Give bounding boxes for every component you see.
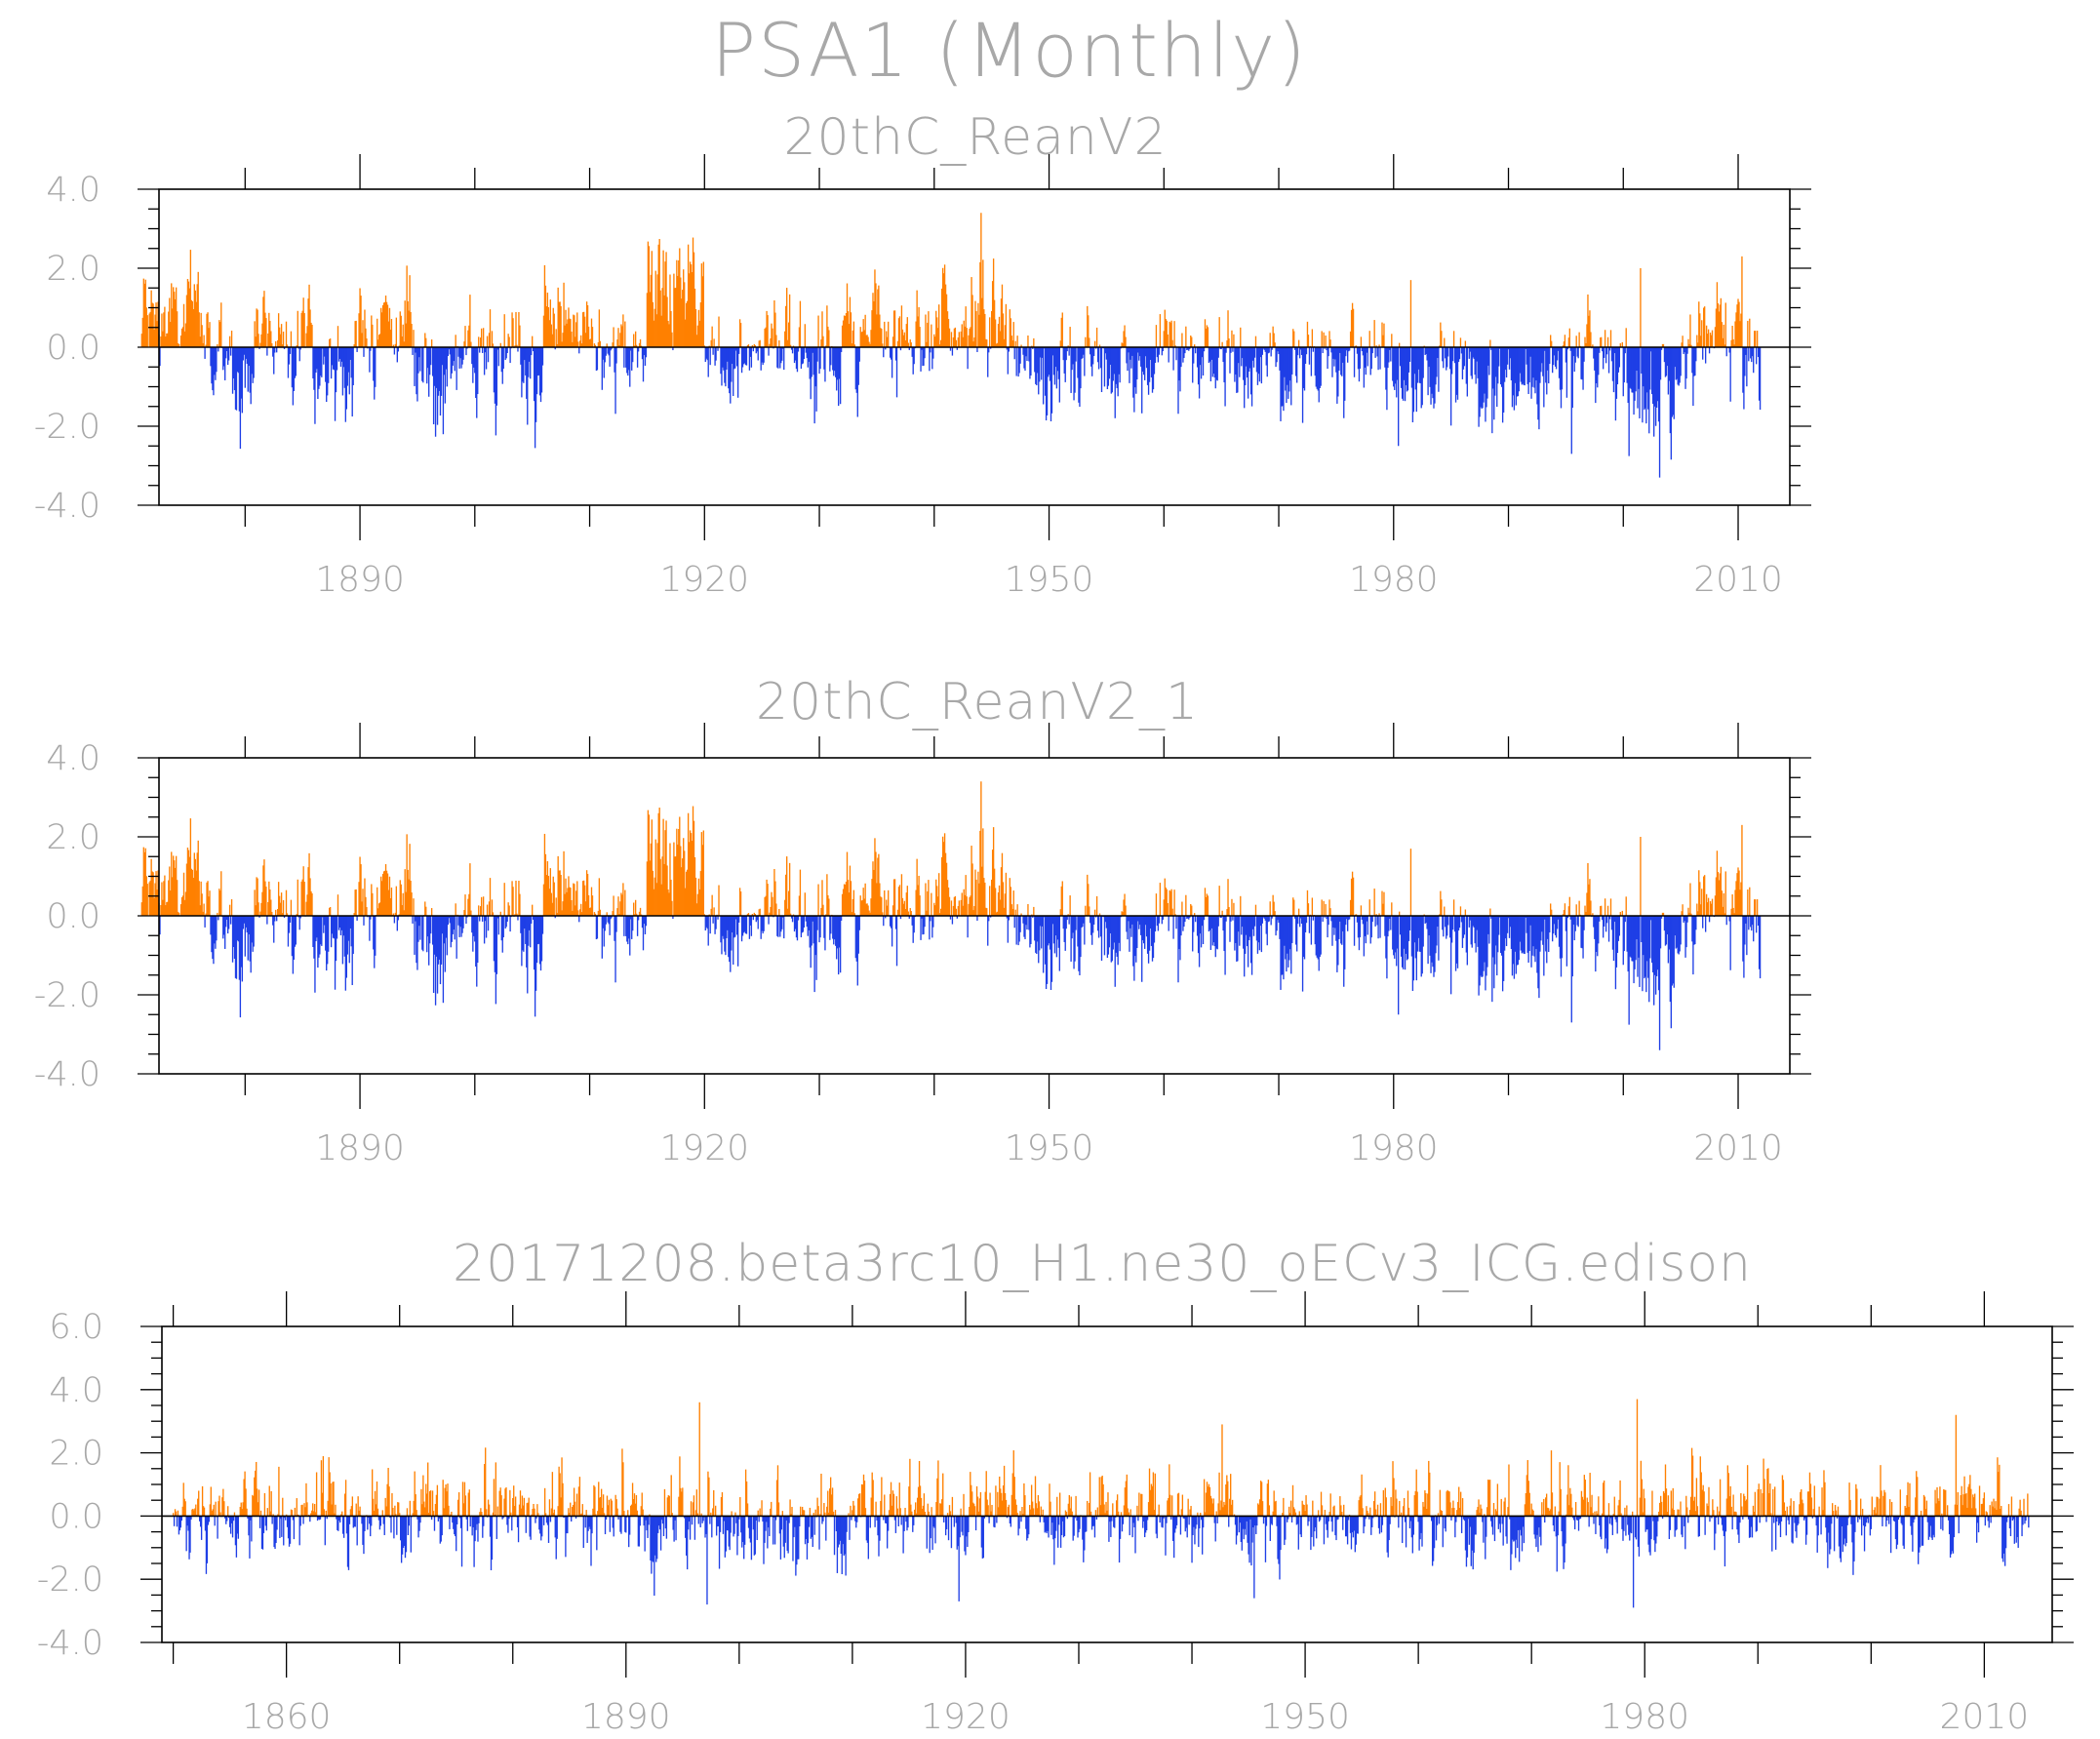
bar-series	[140, 781, 1762, 1050]
y-tick-label: 4.0	[46, 171, 100, 210]
figure-title: PSA1 (Monthly)	[711, 7, 1308, 94]
axes: -4.0 -2.0 0.0 2.0 4.0 1890 1920 1950 1980 2010	[34, 723, 1811, 1168]
y-tick-label: -2.0	[34, 976, 100, 1015]
x-tick-label: 1980	[1349, 1128, 1439, 1168]
x-tick-label: 1950	[1005, 560, 1094, 600]
y-tick-label: 4.0	[46, 739, 100, 778]
y-tick-label: 2.0	[46, 250, 100, 289]
bar-series	[140, 213, 1762, 478]
y-tick-label: -4.0	[34, 1055, 100, 1094]
y-tick-label: -4.0	[34, 487, 100, 526]
y-tick-label: 0.0	[46, 329, 100, 368]
x-tick-label: 1920	[659, 560, 749, 600]
x-tick-label: 1950	[1005, 1128, 1094, 1168]
x-tick-label: 1980	[1349, 560, 1439, 600]
panel-e3sm-beta3rc10: 20171208.beta3rc10_H1.ne30_oECv3_ICG.edi…	[37, 1235, 2074, 1737]
x-tick-label: 2010	[1693, 560, 1783, 600]
panel-20thc-reanv2-1: 20thC_ReanV2_1 -4.0 -2.0 0.0 2.0 4.0 1890 1920…	[34, 673, 1811, 1168]
panel-title: 20171208.beta3rc10_H1.ne30_oECv3_ICG.edi…	[453, 1235, 1752, 1293]
panel-20thc-reanv2: 20thC_ReanV2 -4.0 -2.0 0.0 2.0 4.0 1890 1920 19…	[34, 108, 1811, 600]
panel-title: 20thC_ReanV2_1	[756, 673, 1199, 731]
x-tick-label: 1920	[659, 1128, 749, 1168]
x-tick-label: 2010	[1693, 1128, 1783, 1168]
bar-series	[172, 1399, 2030, 1608]
y-tick-label: 0.0	[46, 897, 100, 936]
axes: -4.0 -2.0 0.0 2.0 4.0 1890 1920 1950 1980 2010	[34, 154, 1811, 600]
x-tick-label: 1890	[315, 1128, 405, 1168]
y-tick-label: 2.0	[46, 818, 100, 857]
x-tick-label: 1890	[315, 560, 405, 600]
panel-title: 20thC_ReanV2	[783, 108, 1167, 167]
y-tick-label: -2.0	[34, 408, 100, 447]
